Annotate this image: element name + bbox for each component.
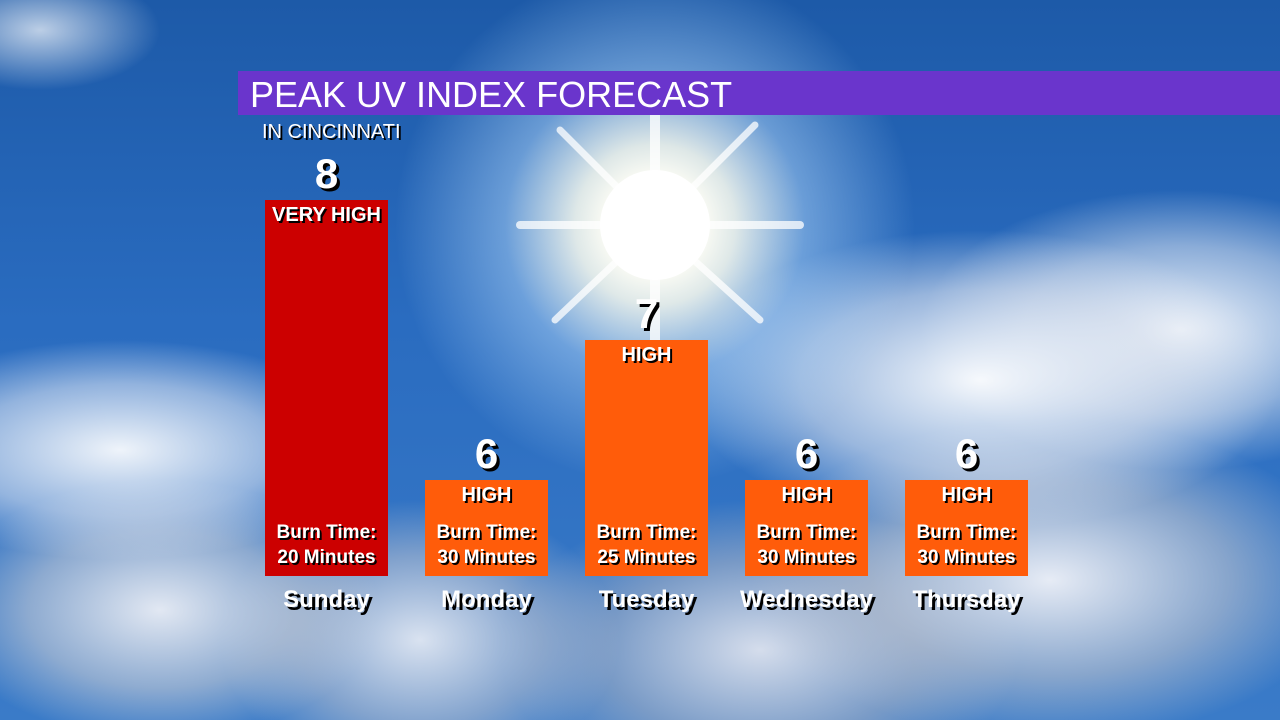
- burn-time-caption: Burn Time:: [596, 522, 697, 543]
- bar-value-label: 7: [634, 290, 659, 337]
- burn-time-value: 30 Minutes: [437, 547, 536, 568]
- bar-thursday: 6 HIGH Burn Time: 30 Minutes: [905, 430, 1028, 576]
- burn-time-label: Burn Time: 30 Minutes: [905, 520, 1028, 570]
- day-label: Wednesday: [740, 586, 873, 613]
- burn-time-value: 20 Minutes: [277, 547, 376, 568]
- bar-value-label: 6: [474, 430, 499, 477]
- chart-title: PEAK UV INDEX FORECAST: [250, 74, 733, 115]
- bar-value-label: 6: [794, 430, 819, 477]
- burn-time-caption: Burn Time:: [756, 522, 857, 543]
- burn-time-label: Burn Time: 30 Minutes: [425, 520, 548, 570]
- burn-time-label: Burn Time: 20 Minutes: [265, 520, 388, 570]
- uv-level-label: HIGH: [781, 484, 832, 506]
- burn-time-caption: Burn Time:: [436, 522, 537, 543]
- day-label: Sunday: [283, 586, 370, 613]
- uv-level-label: VERY HIGH: [272, 204, 381, 226]
- bar-sunday: 8 VERY HIGH Burn Time: 20 Minutes: [265, 150, 388, 576]
- burn-time-value: 30 Minutes: [757, 547, 856, 568]
- bar-value-label: 6: [954, 430, 979, 477]
- chart-subtitle: IN CINCINNATI: [262, 121, 401, 143]
- day-label: Tuesday: [598, 586, 695, 613]
- burn-time-value: 25 Minutes: [597, 547, 696, 568]
- bar-value-label: 8: [314, 150, 339, 197]
- day-label: Thursday: [912, 586, 1021, 613]
- burn-time-caption: Burn Time:: [916, 522, 1017, 543]
- burn-time-label: Burn Time: 30 Minutes: [745, 520, 868, 570]
- bar-wednesday: 6 HIGH Burn Time: 30 Minutes: [745, 430, 868, 576]
- uv-level-label: HIGH: [461, 484, 512, 506]
- bar-monday: 6 HIGH Burn Time: 30 Minutes: [425, 430, 548, 576]
- day-label: Monday: [441, 586, 532, 613]
- title-bar: PEAK UV INDEX FORECAST: [238, 71, 1280, 115]
- burn-time-caption: Burn Time:: [276, 522, 377, 543]
- uv-level-label: HIGH: [621, 344, 672, 366]
- uv-level-label: HIGH: [941, 484, 992, 506]
- bar-tuesday: 7 HIGH Burn Time: 25 Minutes: [585, 290, 708, 576]
- burn-time-value: 30 Minutes: [917, 547, 1016, 568]
- burn-time-label: Burn Time: 25 Minutes: [585, 520, 708, 570]
